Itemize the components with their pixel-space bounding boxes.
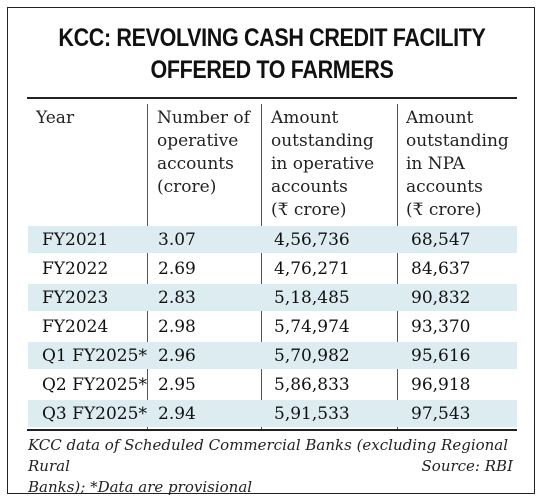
table-row: FY2021 3.07 4,56,736 68,547 — [28, 226, 517, 253]
cell-outstanding-npa: 68,547 — [411, 230, 471, 250]
cell-accounts: 2.69 — [158, 259, 196, 279]
cell-accounts: 2.94 — [158, 404, 196, 424]
column-divider-3 — [397, 104, 398, 429]
cell-outstanding-operative: 4,76,271 — [274, 259, 350, 279]
table-row: FY2024 2.98 5,74,974 93,370 — [28, 313, 517, 340]
source-credit: Source: RBI — [421, 457, 513, 475]
cell-year: Q2 FY2025* — [42, 375, 147, 395]
cell-year: FY2024 — [42, 317, 109, 337]
footer-rule — [27, 429, 517, 431]
cell-outstanding-operative: 5,70,982 — [274, 346, 350, 366]
cell-outstanding-npa: 96,918 — [411, 375, 471, 395]
cell-year: FY2023 — [42, 288, 109, 308]
footnote-line-1: KCC data of Scheduled Commercial Banks (… — [28, 436, 509, 475]
cell-year: Q3 FY2025* — [42, 404, 147, 424]
cell-outstanding-operative: 5,86,833 — [274, 375, 350, 395]
infographic-frame — [7, 7, 535, 494]
cell-outstanding-npa: 90,832 — [411, 288, 471, 308]
table-row: FY2022 2.69 4,76,271 84,637 — [28, 255, 517, 282]
cell-year: Q1 FY2025* — [42, 346, 147, 366]
table-row: FY2023 2.83 5,18,485 90,832 — [28, 284, 517, 311]
cell-outstanding-operative: 5,74,974 — [274, 317, 350, 337]
header-outstanding-npa: Amount outstanding in NPA accounts (₹ cr… — [406, 108, 509, 220]
cell-accounts: 2.98 — [158, 317, 196, 337]
header-year: Year — [36, 108, 75, 128]
table-row: Q3 FY2025* 2.94 5,91,533 97,543 — [28, 400, 517, 427]
footnote: KCC data of Scheduled Commercial Banks (… — [28, 435, 518, 498]
cell-outstanding-npa: 93,370 — [411, 317, 471, 337]
cell-accounts: 3.07 — [158, 230, 196, 250]
cell-outstanding-operative: 5,18,485 — [274, 288, 350, 308]
cell-outstanding-npa: 95,616 — [411, 346, 471, 366]
cell-outstanding-operative: 4,56,736 — [274, 230, 350, 250]
cell-accounts: 2.83 — [158, 288, 196, 308]
title-line-1: KCC: REVOLVING CASH CREDIT FACILITY — [58, 24, 486, 52]
cell-year: FY2021 — [42, 230, 109, 250]
column-divider-1 — [147, 104, 148, 429]
column-divider-2 — [261, 104, 262, 429]
table-row: Q2 FY2025* 2.95 5,86,833 96,918 — [28, 371, 517, 398]
cell-outstanding-npa: 84,637 — [411, 259, 471, 279]
table-row: Q1 FY2025* 2.96 5,70,982 95,616 — [28, 342, 517, 369]
header-outstanding-operative: Amount outstanding in operative accounts… — [271, 108, 375, 220]
title-line-2: OFFERED TO FARMERS — [150, 56, 394, 84]
cell-year: FY2022 — [42, 259, 109, 279]
cell-outstanding-npa: 97,543 — [411, 404, 471, 424]
header-accounts: Number of operative accounts (crore) — [157, 108, 250, 197]
footnote-line-2: Banks); *Data are provisional — [28, 478, 253, 496]
header-rule — [27, 97, 517, 99]
cell-accounts: 2.95 — [158, 375, 196, 395]
cell-accounts: 2.96 — [158, 346, 196, 366]
cell-outstanding-operative: 5,91,533 — [274, 404, 350, 424]
